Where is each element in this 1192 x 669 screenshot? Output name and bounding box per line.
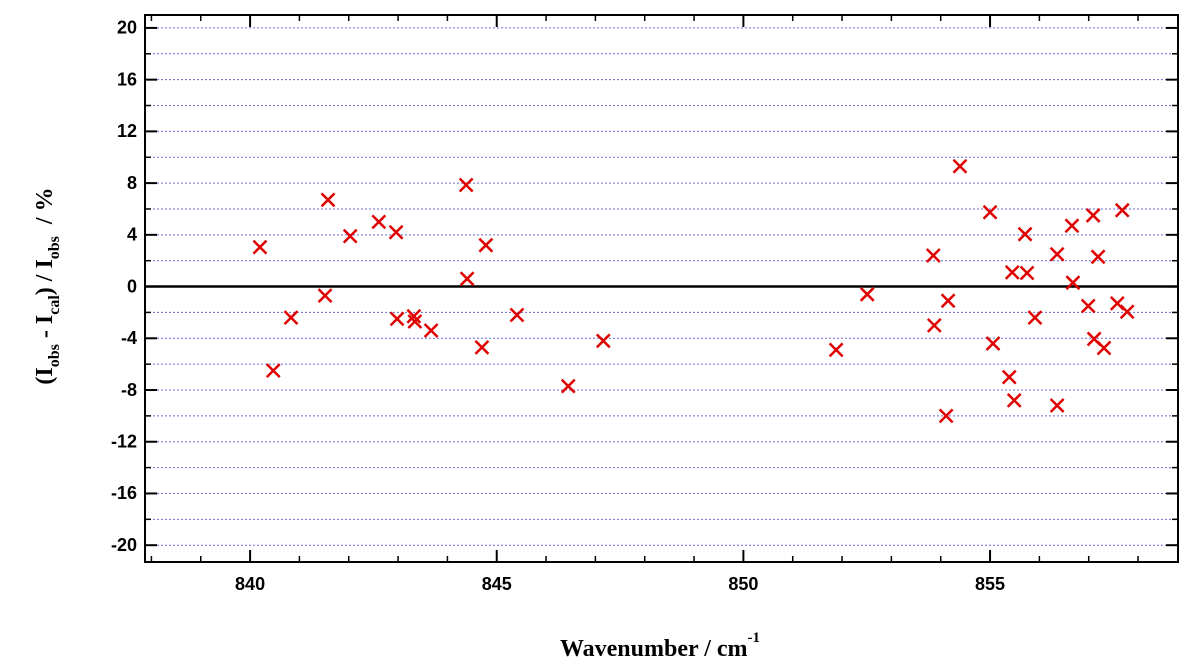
point <box>1001 369 1017 385</box>
y-tick-label: 0 <box>127 276 137 296</box>
y-tick-label: 4 <box>127 225 137 245</box>
point <box>1049 398 1065 413</box>
point <box>459 271 475 287</box>
y-label-part: - I <box>32 315 58 344</box>
point <box>925 248 941 263</box>
point <box>938 408 954 424</box>
point <box>474 339 490 355</box>
point <box>1090 249 1106 265</box>
point <box>940 293 956 309</box>
x-label-sup: -1 <box>748 630 761 646</box>
point <box>560 378 576 394</box>
point <box>595 333 611 349</box>
point <box>423 323 439 338</box>
point <box>926 317 942 333</box>
point <box>265 363 281 378</box>
y-label-sub: obs <box>46 344 63 367</box>
y-tick-label: -16 <box>111 483 137 503</box>
y-tick-label: -12 <box>111 431 137 451</box>
x-tick-label: 840 <box>235 574 265 594</box>
point <box>828 342 844 358</box>
point <box>283 310 299 325</box>
point <box>1017 226 1033 242</box>
point <box>1119 304 1135 320</box>
point <box>1049 246 1065 262</box>
point <box>1085 208 1101 223</box>
point <box>389 311 405 327</box>
point <box>342 228 358 244</box>
point <box>371 214 387 230</box>
point <box>388 224 404 240</box>
point <box>1019 265 1035 281</box>
y-label-part: / % <box>32 187 58 236</box>
point <box>252 239 268 255</box>
point <box>320 192 336 208</box>
y-tick-label: 12 <box>117 121 137 141</box>
y-tick-label: -4 <box>121 328 137 348</box>
x-label-part: Wavenumber / cm <box>560 636 748 662</box>
plot-frame <box>144 14 1179 563</box>
x-axis-label: Wavenumber / cm-1 <box>560 630 760 662</box>
y-label-sub: obs <box>46 236 63 259</box>
point <box>406 308 422 324</box>
point <box>478 237 494 253</box>
y-label-sub: cal <box>46 295 63 315</box>
point <box>509 307 525 323</box>
y-tick-label: 20 <box>117 18 137 38</box>
point <box>458 177 474 193</box>
y-label-part: (I <box>32 367 58 384</box>
x-tick-label: 850 <box>728 574 758 594</box>
point <box>1064 218 1080 234</box>
point <box>317 288 333 303</box>
point <box>859 286 875 302</box>
y-label-part: ) / I <box>32 259 58 295</box>
y-tick-label: -8 <box>121 380 137 400</box>
point <box>1114 202 1130 218</box>
y-tick-label: 8 <box>127 173 137 193</box>
point <box>1027 310 1043 325</box>
x-tick-label: 855 <box>975 574 1005 594</box>
y-tick-label: 16 <box>117 69 137 89</box>
y-axis-label: (Iobs - Ical) / Iobs / % <box>32 187 63 384</box>
x-tick-label: 845 <box>482 574 512 594</box>
point <box>1006 392 1022 408</box>
point <box>1065 275 1081 291</box>
point <box>985 336 1001 351</box>
point <box>1004 264 1020 280</box>
point <box>1096 340 1112 356</box>
point <box>407 314 423 329</box>
y-tick-label: -20 <box>111 535 137 555</box>
point <box>952 158 968 174</box>
point <box>982 204 998 220</box>
point <box>1080 298 1096 314</box>
